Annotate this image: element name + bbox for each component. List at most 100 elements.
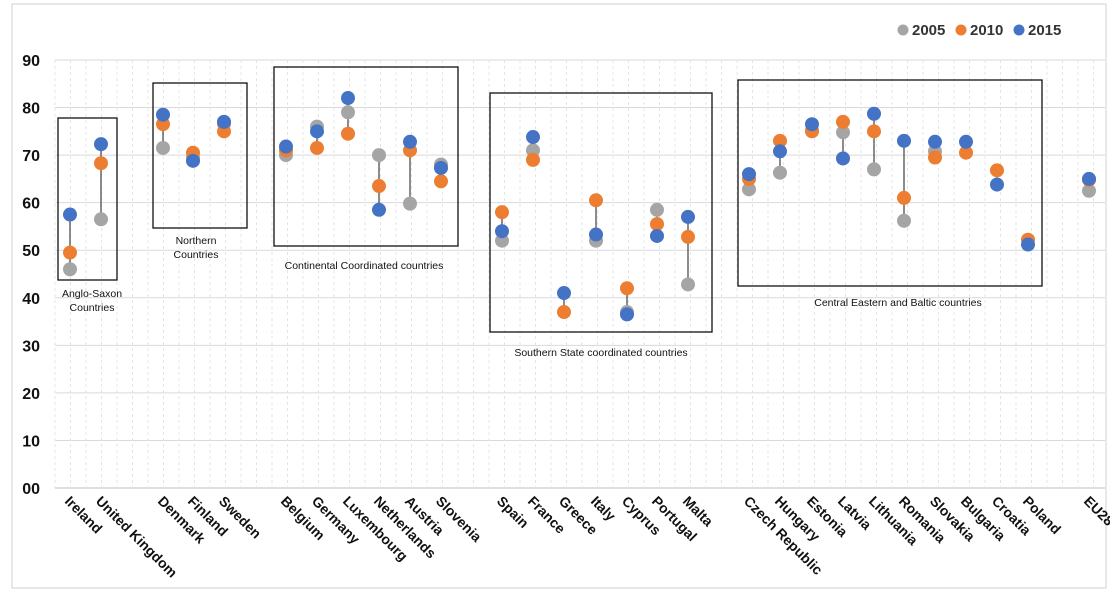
- point-2015-estonia: [805, 117, 819, 132]
- point-2015-bulgaria: [959, 134, 973, 149]
- point-2015-denmark: [156, 107, 170, 122]
- point-2010-malta: [681, 229, 695, 244]
- point-2005-austria: [403, 196, 417, 211]
- group-label-line: Continental Coordinated countries: [285, 260, 444, 272]
- point-2015-romania: [897, 133, 911, 148]
- point-2015-lithuania: [867, 106, 881, 121]
- group-label-line: Countries: [70, 302, 115, 314]
- group-label-line: Northern: [176, 235, 217, 247]
- point-2010-slovakia: [928, 150, 942, 165]
- point-2010-greece: [557, 305, 571, 320]
- point-2010-lithuania: [867, 124, 881, 139]
- group-label-line: Central Eastern and Baltic countries: [814, 297, 982, 309]
- point-2015-malta: [681, 209, 695, 224]
- group-label-line: Anglo-Saxon: [62, 288, 122, 300]
- legend-label-2005: 2005: [912, 22, 945, 39]
- point-2015-luxembourg: [341, 91, 355, 106]
- y-axis-ticks: 00 10 20 30 40 50 60 70 80 90: [22, 53, 40, 498]
- point-2015-hungary: [773, 144, 787, 159]
- point-2005-hungary: [773, 165, 787, 180]
- point-2005-lithuania: [867, 162, 881, 177]
- point-2010-luxembourg: [341, 126, 355, 141]
- point-2015-finland: [186, 153, 200, 168]
- point-2015-belgium: [279, 139, 293, 154]
- point-2010-spain: [495, 205, 509, 220]
- point-2015-spain: [495, 224, 509, 239]
- point-2015-ireland: [63, 207, 77, 222]
- group-label-central-eastern-and-baltic-countries: Central Eastern and Baltic countries: [814, 297, 982, 309]
- point-2015-croatia: [990, 177, 1004, 192]
- point-2015-slovakia: [928, 134, 942, 149]
- legend-marker-2010: [955, 24, 967, 36]
- group-label-northern-countries: Northern Countries: [174, 235, 219, 261]
- point-2010-germany: [310, 140, 324, 155]
- point-2010-united-kingdom: [94, 156, 108, 171]
- point-2005-portugal: [650, 202, 664, 217]
- point-2010-hungary: [773, 133, 787, 148]
- point-2010-romania: [897, 190, 911, 205]
- point-2005-united-kingdom: [94, 212, 108, 227]
- point-2015-portugal: [650, 228, 664, 243]
- legend-marker-2015: [1013, 24, 1025, 36]
- y-tick-label: 30: [22, 338, 40, 355]
- point-2015-cyprus: [620, 307, 634, 322]
- point-2010-italy: [589, 193, 603, 208]
- point-2010-ireland: [63, 245, 77, 260]
- point-2005-luxembourg: [341, 105, 355, 120]
- point-2015-poland: [1021, 237, 1035, 252]
- y-tick-label: 00: [22, 481, 40, 498]
- point-2015-czech-republic: [742, 167, 756, 182]
- point-2010-latvia: [836, 114, 850, 129]
- group-box-anglo-saxon-countries: [57, 117, 118, 281]
- point-2015-sweden: [217, 114, 231, 129]
- point-2005-eu28: [1082, 183, 1096, 198]
- group-label-continental-coordinated-countries: Continental Coordinated countries: [285, 260, 444, 272]
- legend-marker-2005: [897, 24, 909, 36]
- point-2015-france: [526, 130, 540, 145]
- point-2005-latvia: [836, 125, 850, 140]
- y-tick-label: 10: [22, 433, 40, 450]
- y-tick-label: 70: [22, 148, 40, 165]
- point-2015-united-kingdom: [94, 137, 108, 152]
- point-2005-denmark: [156, 140, 170, 155]
- group-box-southern-state-coordinated-countries: [489, 92, 713, 333]
- point-2005-malta: [681, 277, 695, 292]
- group-box-central-eastern-and-baltic-countries: [737, 79, 1043, 287]
- point-2015-eu28: [1082, 171, 1096, 186]
- point-2015-greece: [557, 286, 571, 301]
- group-label-anglo-saxon-countries: Anglo-Saxon Countries: [62, 288, 122, 314]
- y-tick-label: 50: [22, 243, 40, 260]
- point-2015-latvia: [836, 151, 850, 166]
- point-2010-netherlands: [372, 179, 386, 194]
- group-label-line: Southern State coordinated countries: [514, 347, 687, 359]
- point-2015-germany: [310, 124, 324, 139]
- point-2010-croatia: [990, 163, 1004, 178]
- point-2015-italy: [589, 227, 603, 242]
- legend-label-2010: 2010: [970, 22, 1003, 39]
- y-tick-label: 40: [22, 291, 40, 308]
- point-2005-romania: [897, 213, 911, 228]
- point-2010-bulgaria: [959, 145, 973, 160]
- group-box-northern-countries: [152, 82, 248, 229]
- point-2015-slovenia: [434, 160, 448, 175]
- point-2010-slovenia: [434, 174, 448, 189]
- point-2010-cyprus: [620, 281, 634, 296]
- point-2005-ireland: [63, 262, 77, 277]
- group-label-southern-state-coordinated-countries: Southern State coordinated countries: [514, 347, 687, 359]
- group-box-continental-coordinated-countries: [273, 66, 459, 247]
- legend-label-2015: 2015: [1028, 22, 1061, 39]
- group-layer: Anglo-Saxon Countries Northern Countries Con…: [57, 66, 1043, 359]
- grid-layer: [54, 59, 1105, 489]
- point-2010-portugal: [650, 217, 664, 232]
- y-tick-label: 90: [22, 53, 40, 70]
- point-2015-netherlands: [372, 202, 386, 217]
- point-2005-netherlands: [372, 148, 386, 163]
- marker-layer: [63, 91, 1096, 322]
- y-tick-label: 60: [22, 196, 40, 213]
- point-2010-france: [526, 152, 540, 167]
- point-2005-czech-republic: [742, 182, 756, 197]
- y-tick-label: 80: [22, 101, 40, 118]
- y-tick-label: 20: [22, 386, 40, 403]
